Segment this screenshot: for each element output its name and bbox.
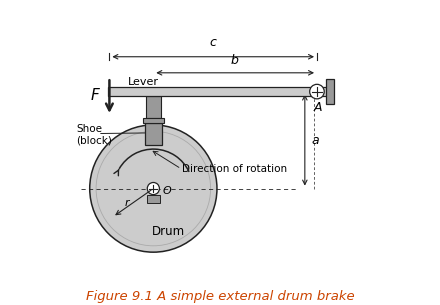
Text: $c$: $c$ — [209, 37, 217, 49]
Text: Lever: Lever — [128, 77, 158, 88]
Text: $A$: $A$ — [313, 101, 324, 114]
Text: Figure 9.1 A simple external drum brake: Figure 9.1 A simple external drum brake — [86, 290, 354, 303]
Text: $r$: $r$ — [124, 197, 132, 208]
Text: $O$: $O$ — [162, 184, 173, 196]
Bar — [147, 195, 160, 203]
Text: Drum: Drum — [152, 225, 185, 238]
Circle shape — [147, 182, 159, 195]
Bar — [146, 96, 161, 118]
Bar — [108, 87, 332, 96]
Circle shape — [90, 125, 217, 252]
Text: $b$: $b$ — [231, 53, 240, 67]
Text: Direction of rotation: Direction of rotation — [182, 164, 287, 174]
Text: Shoe
(block): Shoe (block) — [76, 124, 112, 146]
Text: $F$: $F$ — [90, 87, 101, 102]
Circle shape — [310, 84, 324, 99]
Bar — [145, 123, 162, 145]
Bar — [143, 118, 164, 123]
Bar — [326, 79, 334, 105]
Text: $a$: $a$ — [311, 134, 320, 147]
